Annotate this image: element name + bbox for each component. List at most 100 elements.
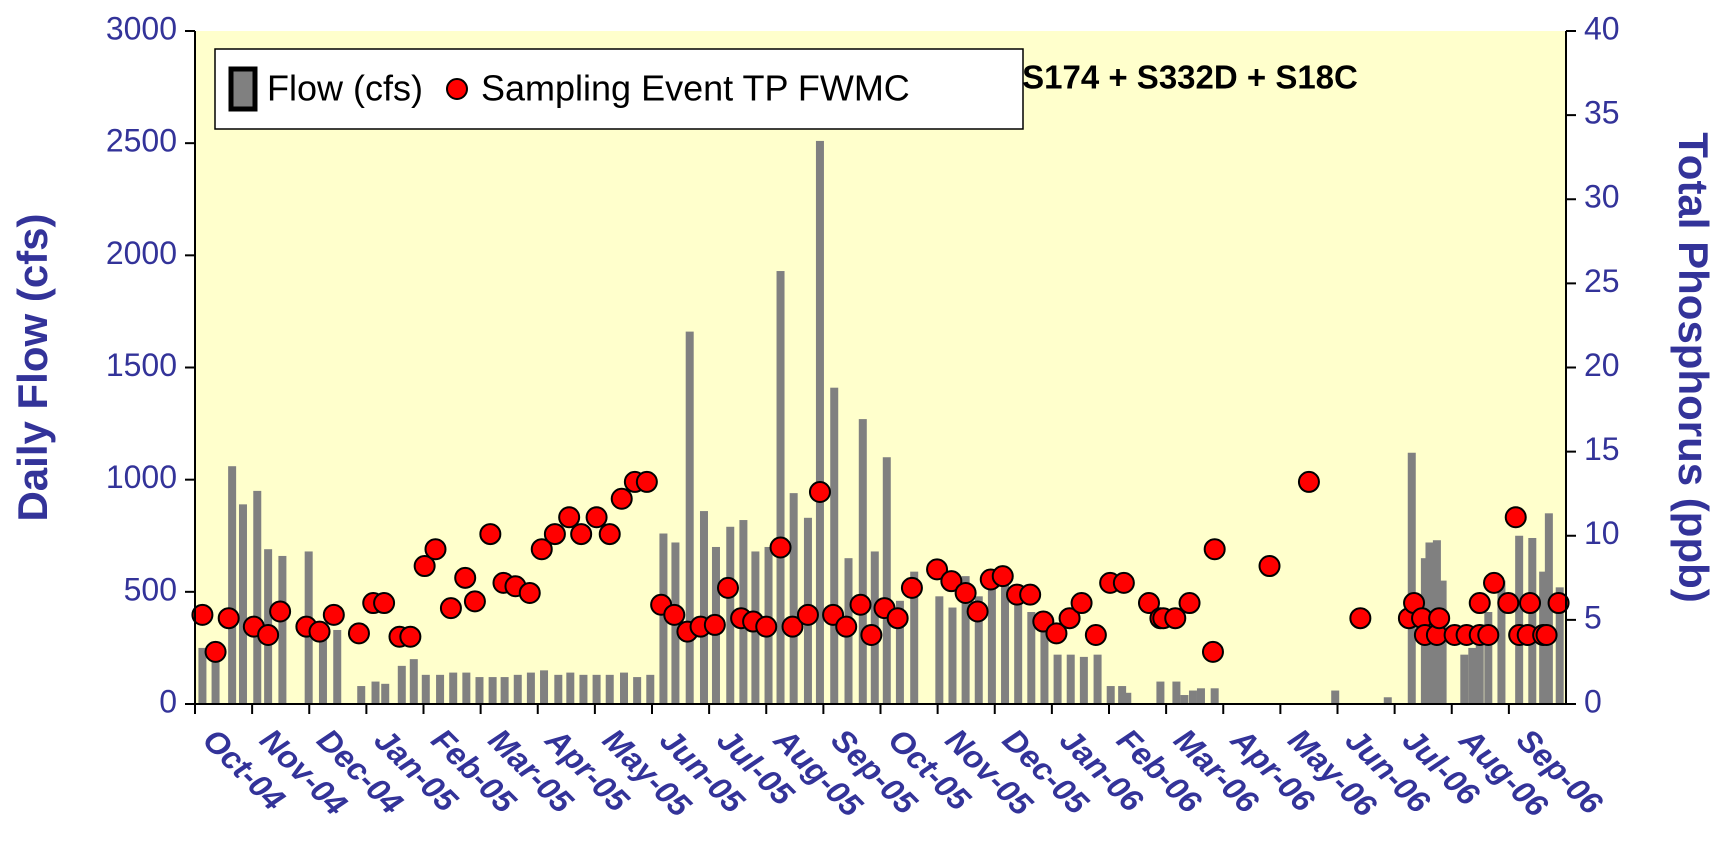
point (1178, 592, 1201, 615)
bar (633, 677, 642, 704)
bar (1093, 654, 1102, 704)
point (585, 506, 608, 529)
bar (1027, 612, 1036, 704)
bar (961, 576, 970, 704)
bar (935, 596, 944, 704)
bar (1460, 654, 1469, 704)
bar (1468, 647, 1477, 704)
point (796, 603, 819, 626)
point (1070, 592, 1093, 615)
point (413, 555, 436, 578)
point (1547, 592, 1570, 615)
bar (421, 674, 430, 704)
bar (1053, 654, 1062, 704)
bar (1383, 697, 1392, 704)
bar (1497, 580, 1506, 704)
bar (1515, 535, 1524, 704)
legend-box (214, 48, 1024, 130)
point (886, 607, 909, 630)
bar (1001, 580, 1010, 704)
point (755, 615, 778, 638)
point (308, 620, 331, 643)
y-tick-label: 0 (159, 683, 177, 719)
bar (357, 686, 366, 704)
point (598, 523, 621, 546)
bar (371, 681, 380, 704)
point (769, 536, 792, 559)
bar (1407, 452, 1416, 704)
point (1535, 624, 1558, 647)
point (558, 506, 581, 529)
point (940, 570, 963, 593)
y-tick-label: 1500 (106, 347, 177, 383)
point (954, 581, 977, 604)
point (1504, 506, 1527, 529)
bar (646, 674, 655, 704)
bar (726, 526, 735, 704)
bar (540, 670, 549, 704)
bar (397, 665, 406, 704)
bar (815, 140, 824, 704)
point (439, 597, 462, 620)
bar (1484, 612, 1493, 704)
point (716, 576, 739, 599)
bar (592, 674, 601, 704)
bar (526, 672, 535, 704)
point (479, 523, 502, 546)
point (966, 600, 989, 623)
point (1019, 583, 1042, 606)
bar (948, 607, 957, 704)
point (454, 566, 477, 589)
legend-marker (228, 66, 258, 112)
point (849, 593, 872, 616)
bar (1188, 690, 1197, 704)
point (518, 581, 541, 604)
bar (1331, 690, 1340, 704)
point (1497, 592, 1520, 615)
point (1112, 571, 1135, 594)
bar (1123, 692, 1132, 704)
legend-label: Flow (cfs) (267, 68, 423, 109)
bar (253, 490, 262, 704)
y2-tick-label: 35 (1584, 95, 1620, 131)
bar (987, 585, 996, 704)
y2-tick-label: 0 (1584, 683, 1602, 719)
bar (910, 571, 919, 704)
point (1137, 592, 1160, 615)
point (1428, 607, 1451, 630)
bar (1210, 688, 1219, 704)
bar (318, 629, 327, 704)
bar (1040, 629, 1049, 704)
point (217, 607, 240, 630)
point (991, 565, 1014, 588)
point (1201, 640, 1224, 663)
bar (1066, 654, 1075, 704)
bar (895, 600, 904, 704)
y-tick-label: 1000 (106, 459, 177, 495)
bar (1555, 587, 1564, 704)
y2-tick-label: 15 (1584, 431, 1620, 467)
y2-tick-label: 25 (1584, 263, 1620, 299)
bar (1106, 686, 1115, 704)
y-tick-label: 500 (124, 571, 177, 607)
bar (513, 674, 522, 704)
y-axis-title: Daily Flow (cfs) (9, 213, 56, 521)
point (926, 558, 949, 581)
point (808, 481, 831, 504)
point (1297, 470, 1320, 493)
y-tick-label: 2000 (106, 235, 177, 271)
point (900, 576, 923, 599)
point (703, 613, 726, 636)
bar (605, 674, 614, 704)
point (570, 523, 593, 546)
point (1084, 624, 1107, 647)
bar (579, 674, 588, 704)
point (1468, 592, 1491, 615)
bar (198, 647, 207, 704)
bar (685, 331, 694, 704)
y2-tick-label: 40 (1584, 10, 1620, 46)
bar (381, 683, 390, 704)
bar (436, 674, 445, 704)
bar (566, 672, 575, 704)
